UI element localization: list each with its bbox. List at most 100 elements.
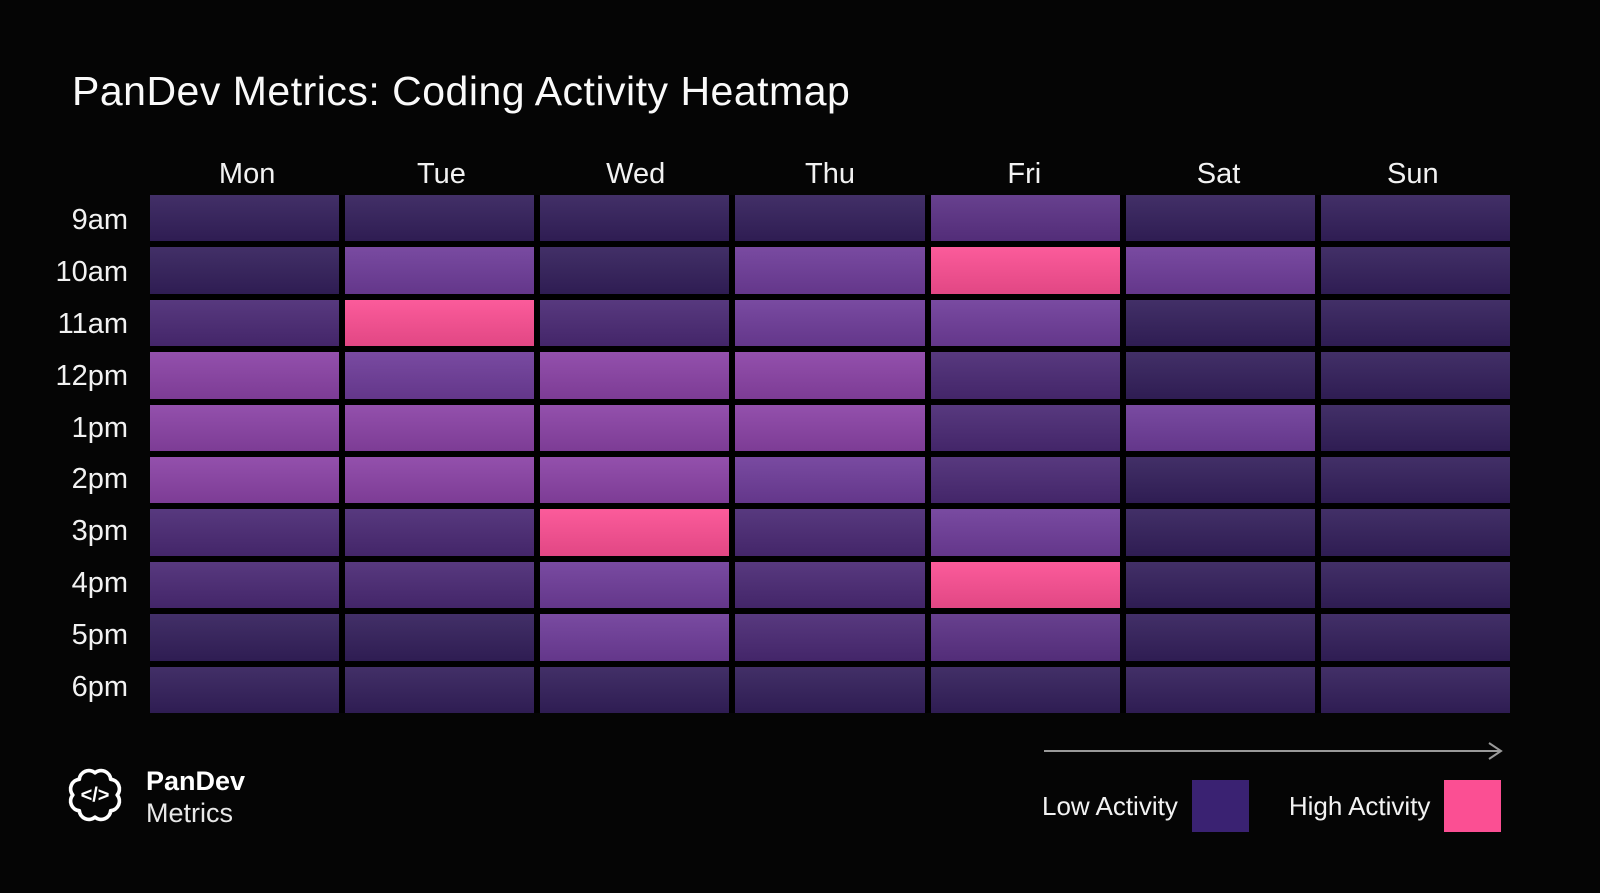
row-label-6pm: 6pm — [71, 670, 128, 703]
day-headers: Mon Tue Wed Thu Fri Sat Sun — [150, 156, 1510, 192]
heatmap-cell-2pm-tue — [345, 457, 535, 504]
heatmap-cell-11am-wed — [540, 299, 730, 347]
heatmap-cell-2pm-wed — [540, 457, 730, 504]
heatmap-cell-1pm-mon — [150, 404, 340, 451]
row-label-5pm: 5pm — [71, 618, 128, 651]
high-activity-label: High Activity — [1288, 790, 1431, 821]
heatmap-cell-6pm-mon — [150, 666, 340, 713]
heatmap-cell-2pm-sat — [1125, 457, 1315, 504]
heatmap-cell-1pm-sun — [1320, 404, 1510, 451]
heatmap-cell-5pm-mon — [150, 614, 340, 661]
heatmap-cell-1pm-thu — [735, 404, 925, 451]
time-row-labels: 9am 10am 11am 12pm 1pm 2pm 3pm 4pm 5pm 6pm — [0, 195, 134, 713]
column-header-wed: Wed — [606, 157, 666, 190]
heatmap-cell-5pm-wed — [540, 614, 730, 661]
heatmap-cell-4pm-fri — [930, 561, 1120, 609]
heatmap-cell-12pm-thu — [735, 352, 925, 399]
heatmap-cell-3pm-fri — [930, 509, 1120, 556]
brand-name-line1: PanDev — [146, 766, 246, 797]
heatmap-cell-9am-wed — [540, 195, 730, 242]
heatmap-cell-6pm-sat — [1125, 666, 1315, 713]
heatmap-cell-9am-fri — [930, 195, 1120, 242]
heatmap-cell-6pm-wed — [540, 666, 730, 713]
heatmap-cell-11am-mon — [150, 299, 340, 347]
heatmap-cell-10am-fri — [930, 247, 1120, 294]
heatmap-cell-5pm-sun — [1320, 614, 1510, 661]
heatmap-cell-4pm-wed — [540, 561, 730, 609]
row-label-2pm: 2pm — [71, 463, 128, 496]
low-activity-swatch — [1191, 780, 1249, 832]
activity-legend: Low Activity High Activity — [1042, 778, 1510, 834]
brand-name: PanDev Metrics — [146, 766, 245, 828]
row-label-10am: 10am — [55, 256, 128, 289]
heatmap-cell-3pm-wed — [540, 509, 730, 556]
heatmap-cell-4pm-mon — [150, 561, 340, 609]
row-label-1pm: 1pm — [71, 411, 128, 444]
heatmap-cell-10am-sun — [1320, 247, 1510, 294]
column-header-fri: Fri — [1007, 157, 1042, 190]
heatmap-cell-2pm-mon — [150, 457, 340, 504]
heatmap-cell-10am-sat — [1125, 247, 1315, 294]
heatmap-cell-9am-sun — [1320, 195, 1510, 242]
heatmap-cell-10am-mon — [150, 247, 340, 294]
column-header-thu: Thu — [805, 157, 855, 190]
row-label-3pm: 3pm — [71, 515, 128, 548]
heatmap-cell-2pm-thu — [735, 457, 925, 504]
heatmap-cell-6pm-tue — [345, 666, 535, 713]
row-label-4pm: 4pm — [71, 566, 128, 599]
heatmap-cell-1pm-fri — [930, 404, 1120, 451]
column-header-sat: Sat — [1196, 157, 1241, 190]
svg-text:</>: </> — [81, 785, 110, 807]
row-label-11am: 11am — [57, 307, 128, 340]
brand-logo: </> PanDev Metrics — [58, 758, 245, 837]
heatmap-cell-5pm-sat — [1125, 614, 1315, 661]
heatmap-cell-4pm-sat — [1125, 561, 1315, 609]
heatmap-cell-3pm-mon — [150, 509, 340, 556]
heatmap-cell-9am-mon — [150, 195, 340, 242]
heatmap-cell-10am-thu — [735, 247, 925, 294]
heatmap-cell-11am-thu — [735, 299, 925, 347]
heatmap-cell-1pm-wed — [540, 404, 730, 451]
heatmap-cell-3pm-tue — [345, 509, 535, 556]
heatmap-cell-12pm-wed — [540, 352, 730, 399]
heatmap-cell-11am-sat — [1125, 299, 1315, 347]
heatmap-cell-5pm-thu — [735, 614, 925, 661]
page-title: PanDev Metrics: Coding Activity Heatmap — [72, 68, 851, 114]
heatmap-cell-5pm-fri — [930, 614, 1120, 661]
heatmap-cell-12pm-mon — [150, 352, 340, 399]
heatmap-cell-11am-fri — [930, 299, 1120, 347]
heatmap-cell-3pm-thu — [735, 509, 925, 556]
heatmap-cell-9am-thu — [735, 195, 925, 242]
low-activity-label: Low Activity — [1042, 790, 1178, 821]
heatmap-cell-6pm-thu — [735, 666, 925, 713]
brain-code-icon: </> — [58, 758, 132, 837]
heatmap-cell-5pm-tue — [345, 614, 535, 661]
heatmap-cell-10am-wed — [540, 247, 730, 294]
heatmap-cell-2pm-sun — [1320, 457, 1510, 504]
high-activity-swatch — [1444, 780, 1502, 832]
heatmap-cell-2pm-fri — [930, 457, 1120, 504]
heatmap-cell-6pm-fri — [930, 666, 1120, 713]
heatmap-cell-3pm-sat — [1125, 509, 1315, 556]
heatmap-cell-4pm-sun — [1320, 561, 1510, 609]
heatmap-cell-10am-tue — [345, 247, 535, 294]
heatmap-cell-1pm-tue — [345, 404, 535, 451]
column-header-tue: Tue — [416, 157, 466, 190]
heatmap-cell-9am-tue — [345, 195, 535, 242]
heatmap-cell-4pm-thu — [735, 561, 925, 609]
heatmap-cell-4pm-tue — [345, 561, 535, 609]
heatmap-cell-6pm-sun — [1320, 666, 1510, 713]
arrow-right-icon — [1042, 740, 1512, 762]
row-label-12pm: 12pm — [55, 359, 128, 392]
column-header-sun: Sun — [1387, 157, 1439, 190]
heatmap-grid — [150, 195, 1510, 713]
heatmap-cell-12pm-fri — [930, 352, 1120, 399]
heatmap-cell-1pm-sat — [1125, 404, 1315, 451]
heatmap-cell-11am-sun — [1320, 299, 1510, 347]
row-label-9am: 9am — [71, 204, 128, 237]
column-header-mon: Mon — [218, 157, 276, 190]
heatmap-cell-12pm-sat — [1125, 352, 1315, 399]
heatmap-cell-12pm-sun — [1320, 352, 1510, 399]
brand-name-line2: Metrics — [146, 797, 233, 828]
